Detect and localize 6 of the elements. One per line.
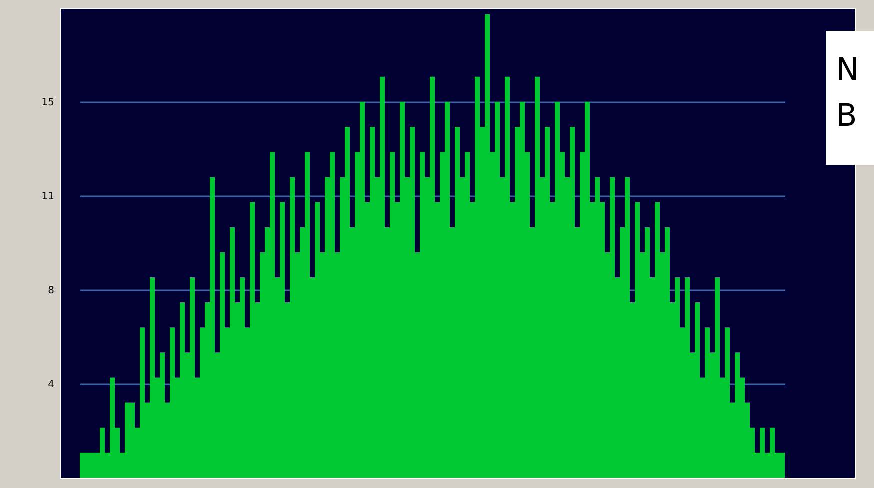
y-tick-label: 8 <box>48 286 54 296</box>
y-tick-label: 4 <box>48 380 54 390</box>
text: N <box>836 51 860 90</box>
y-tick-label: 15 <box>42 98 54 108</box>
y-tick-label: 11 <box>42 192 54 202</box>
text: B <box>836 97 858 136</box>
